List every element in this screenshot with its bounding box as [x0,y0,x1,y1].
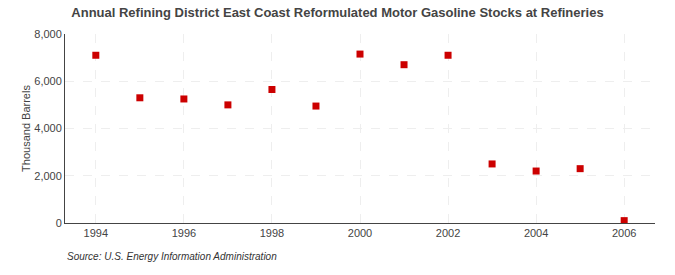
svg-text:8,000: 8,000 [34,28,62,40]
svg-text:1996: 1996 [172,227,196,239]
svg-text:Thousand Barrels: Thousand Barrels [20,85,32,172]
svg-text:1998: 1998 [260,227,284,239]
svg-text:1994: 1994 [84,227,108,239]
svg-text:2002: 2002 [436,227,460,239]
svg-text:2,000: 2,000 [34,170,62,182]
svg-text:Source: U.S. Energy Informatio: Source: U.S. Energy Information Administ… [67,251,277,262]
svg-text:Annual Refining District East: Annual Refining District East Coast Refo… [71,5,603,20]
svg-text:2004: 2004 [524,227,548,239]
svg-text:2000: 2000 [348,227,372,239]
svg-text:6,000: 6,000 [34,75,62,87]
svg-text:2006: 2006 [612,227,636,239]
svg-text:4,000: 4,000 [34,122,62,134]
svg-text:0: 0 [56,217,62,229]
